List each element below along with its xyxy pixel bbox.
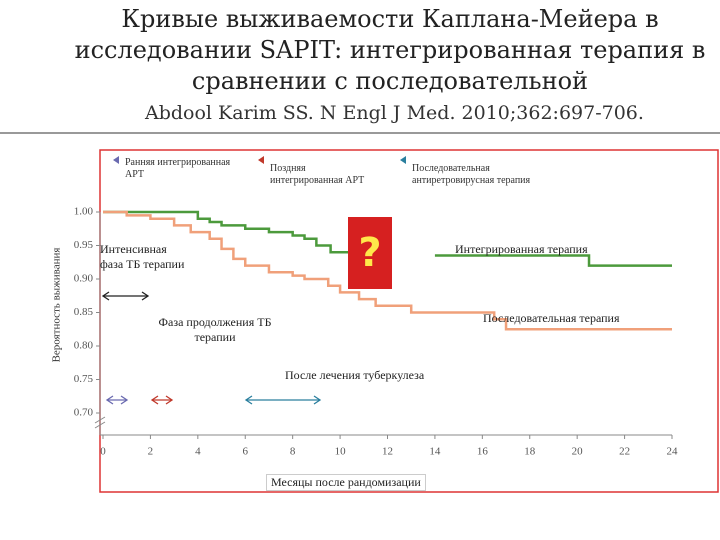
x-tick-label: 22 xyxy=(619,446,630,458)
x-tick-label: 14 xyxy=(429,446,441,458)
y-tick-label: 1.00 xyxy=(74,206,94,218)
y-tick-label: 0.95 xyxy=(74,239,94,251)
legend-marker xyxy=(113,156,119,164)
legend-marker xyxy=(258,156,264,164)
legend-entry: Ранняя интегрированная АРТ xyxy=(125,157,231,180)
arrow-head xyxy=(150,395,174,405)
x-tick-label: 20 xyxy=(572,446,584,458)
annotation: Фаза продолжения ТБ терапии xyxy=(158,315,272,344)
x-tick-label: 2 xyxy=(148,446,154,458)
series-label: Последовательная терапия xyxy=(483,311,620,325)
x-tick-label: 6 xyxy=(243,446,249,458)
y-tick-label: 0.85 xyxy=(74,306,94,318)
x-tick-label: 10 xyxy=(335,446,347,458)
legend-marker xyxy=(400,156,406,164)
x-tick-label: 18 xyxy=(524,446,536,458)
x-tick-label: 8 xyxy=(290,446,296,458)
arrow-head xyxy=(105,395,129,405)
x-tick-label: 24 xyxy=(667,446,679,458)
question-box xyxy=(348,217,392,289)
y-tick-label: 0.90 xyxy=(74,273,94,285)
x-tick-label: 16 xyxy=(477,446,489,458)
legend-entry: Поздняя интегрированная АРТ xyxy=(270,163,365,186)
legend-entry: Последовательная антиретровирусная терап… xyxy=(412,163,531,186)
slide-title: Кривые выживаемости Каплана-Мейера в исс… xyxy=(74,5,706,95)
y-tick-label: 0.70 xyxy=(74,407,94,419)
x-tick-label: 12 xyxy=(382,446,393,458)
axis-break xyxy=(94,416,106,429)
y-tick-label: 0.80 xyxy=(74,340,94,352)
annotation: Интенсивная фаза ТБ терапии xyxy=(100,242,185,271)
arrow-head xyxy=(101,291,150,301)
y-axis-label: Вероятность выживания xyxy=(51,248,63,363)
x-axis-label: Месяцы после рандомизации xyxy=(266,474,426,491)
x-tick-label: 0 xyxy=(100,446,106,458)
arrow-head xyxy=(244,395,322,405)
y-tick-label: 0.75 xyxy=(74,373,94,385)
series-label: Интегрированная терапия xyxy=(455,242,588,256)
citation: Abdool Karim SS. N Engl J Med. 2010;362:… xyxy=(145,102,644,124)
survival-curve xyxy=(103,210,672,267)
x-tick-label: 4 xyxy=(195,446,201,458)
annotation: После лечения туберкулеза xyxy=(285,368,425,382)
question-mark: ? xyxy=(358,230,381,276)
survival-curve xyxy=(103,210,672,331)
